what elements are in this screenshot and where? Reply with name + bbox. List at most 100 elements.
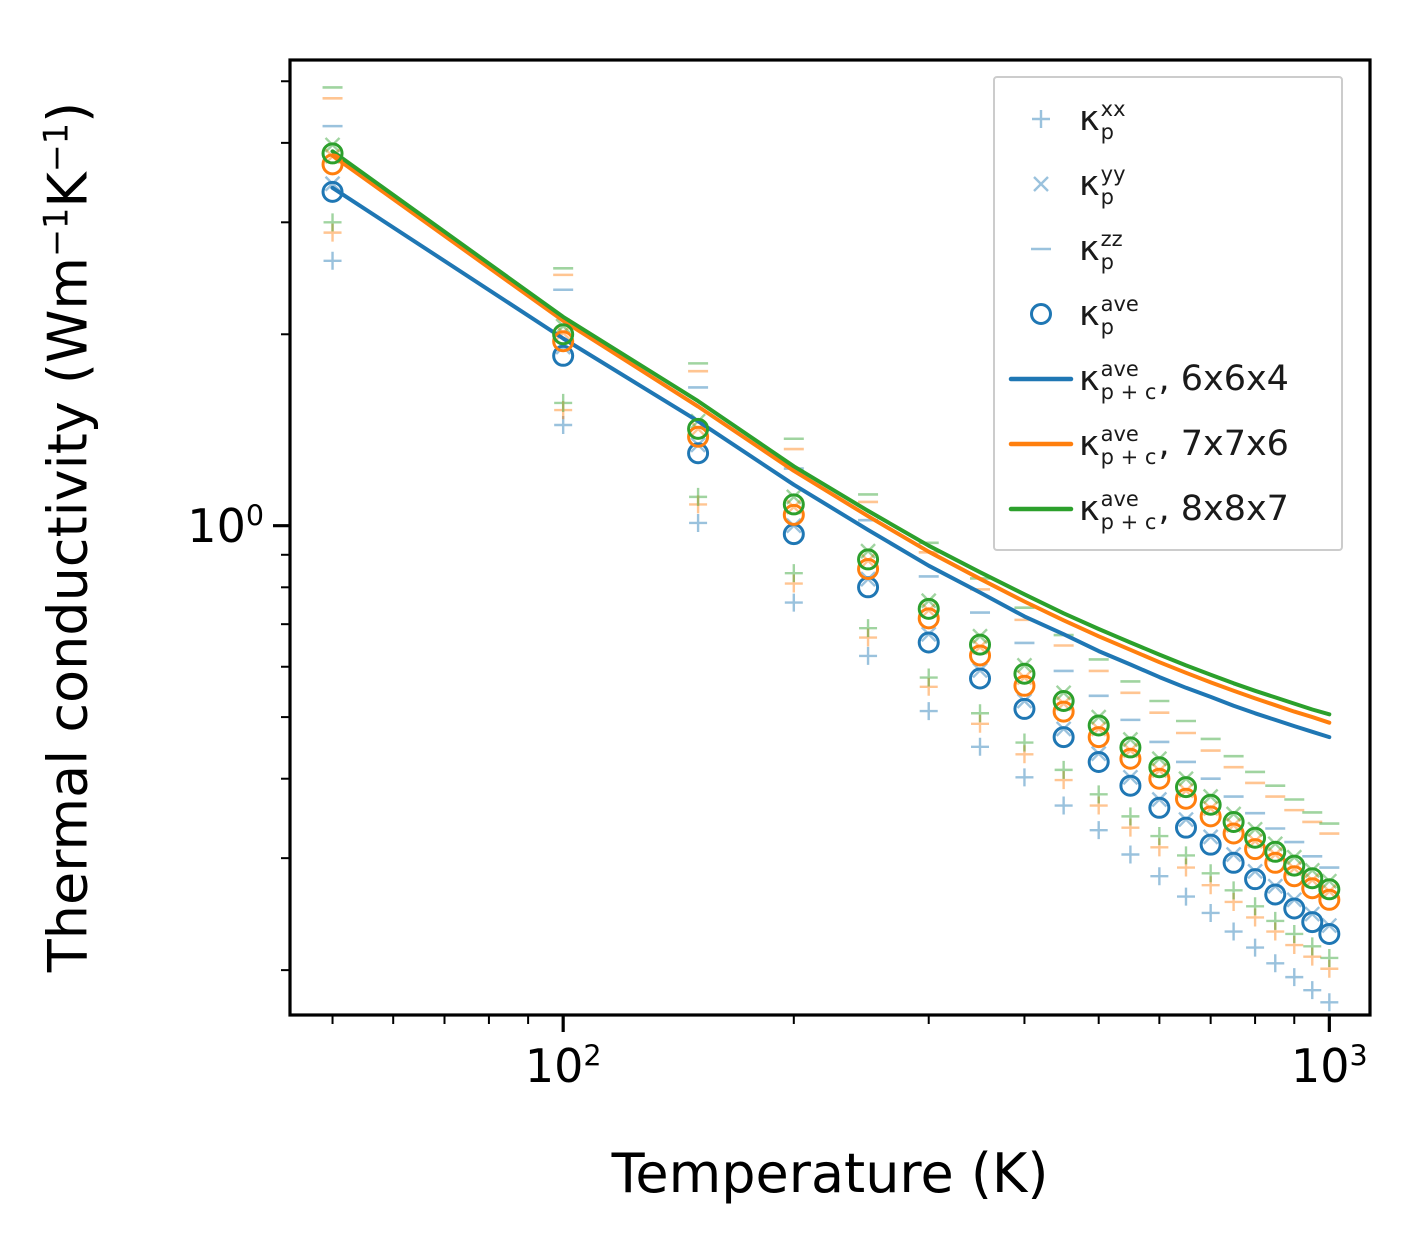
plus-marker (1224, 892, 1243, 911)
plus-marker (1320, 948, 1339, 967)
circle-marker (1244, 868, 1267, 891)
legend-item: κ ave p + c, 8x8x7 (1003, 480, 1333, 537)
plus-marker (1246, 908, 1265, 927)
plus-marker (859, 646, 878, 665)
plus-marker (323, 213, 342, 232)
plus-marker (1176, 887, 1195, 906)
plus-marker (1121, 807, 1140, 826)
plus-marker (859, 628, 878, 647)
x-axis-label: Temperature (K) (611, 1142, 1049, 1205)
plus-marker (1246, 897, 1265, 916)
legend-item: κ yy p (1003, 155, 1333, 212)
circle-marker (1148, 767, 1171, 790)
circle-marker (1013, 662, 1036, 685)
plus-marker (1266, 922, 1285, 941)
legend-label: κ ave p + c, 7x7x6 (1079, 422, 1289, 469)
circle-marker (552, 323, 575, 346)
plus-marker (1089, 785, 1108, 804)
circle-marker (1222, 810, 1245, 833)
plus-marker (971, 714, 990, 733)
plus-marker (784, 564, 803, 583)
circle-marker (1283, 854, 1306, 877)
legend-item: κ xx p (1003, 90, 1333, 147)
circle-marker (782, 503, 805, 526)
axes-spines (288, 58, 1372, 1017)
line-legend-icon (1008, 376, 1074, 381)
circle-marker (1283, 897, 1306, 920)
plus-marker (971, 737, 990, 756)
x-legend-icon (1033, 175, 1049, 192)
circle-marker (1174, 816, 1197, 839)
legend-label: κ ave p + c, 8x8x7 (1079, 487, 1289, 534)
plus-marker (554, 393, 573, 412)
y-axis-label: Thermal conductivity (Wm−1K−1) (36, 101, 100, 973)
circle-marker (1244, 826, 1267, 849)
circle-marker (917, 597, 940, 620)
legend-label: κ ave p + c, 6x6x4 (1079, 357, 1289, 404)
circle-marker (1148, 796, 1171, 819)
circle-marker (1174, 776, 1197, 799)
x-marker (1225, 806, 1242, 822)
plus-marker (1201, 864, 1220, 883)
circle-marker (1119, 747, 1142, 770)
circle-marker (917, 631, 940, 654)
circle-marker (321, 142, 344, 165)
circle-marker (782, 523, 805, 546)
circle-marker (1013, 697, 1036, 720)
circle-marker (1244, 838, 1267, 861)
circle-marker (1052, 700, 1075, 723)
plus-marker (1201, 903, 1220, 922)
plus-marker (1015, 768, 1034, 787)
circle-marker (1052, 726, 1075, 749)
circle-marker (1318, 922, 1341, 945)
plus-marker (859, 619, 878, 638)
circle-marker (1301, 867, 1324, 890)
curve-kappa_p_plus_c_ave_8x8x7 (330, 149, 1332, 717)
plus-marker (784, 593, 803, 612)
x-marker (1247, 863, 1263, 880)
circle-marker (1199, 833, 1222, 856)
circle-marker (857, 557, 880, 580)
plus-marker (1224, 881, 1243, 900)
legend-item: κ ave p (1003, 285, 1333, 342)
legend-label: κ ave p (1079, 292, 1139, 339)
dash-legend-icon (1031, 247, 1051, 250)
circle-marker (1119, 736, 1142, 759)
plus-marker (323, 251, 342, 270)
plus-marker (1285, 936, 1304, 955)
circle-marker (1148, 756, 1171, 779)
plus-marker (1054, 760, 1073, 779)
circle-marker (1013, 674, 1036, 697)
plus-marker (1266, 954, 1285, 973)
plus-marker (1150, 827, 1169, 846)
circle-marker (1222, 851, 1245, 874)
x-marker (1202, 829, 1219, 845)
circle-marker (969, 633, 992, 656)
plus-marker (1320, 993, 1339, 1012)
circle-marker (1119, 774, 1142, 797)
plus-marker (971, 704, 990, 723)
x-marker (1267, 835, 1284, 852)
legend-item: κ ave p + c, 7x7x6 (1003, 415, 1333, 472)
circle-marker (1087, 750, 1110, 773)
plus-marker (1054, 796, 1073, 815)
x-marker (1304, 862, 1321, 879)
legend-item: κ ave p + c, 6x6x4 (1003, 350, 1333, 407)
x-tick-label: 103 (1290, 1039, 1368, 1093)
x-marker (785, 489, 802, 505)
plus-marker (1150, 867, 1169, 886)
plus-marker (1266, 911, 1285, 930)
plus-marker (323, 223, 342, 242)
circle-legend-icon (1030, 302, 1052, 325)
circle-marker (1174, 787, 1197, 810)
circle-marker (782, 493, 805, 516)
circle-marker (1087, 726, 1110, 749)
plus-marker (784, 574, 803, 593)
plus-marker (554, 415, 573, 434)
legend-label: κ xx p (1079, 97, 1126, 144)
plus-marker (1176, 858, 1195, 877)
plus-marker (919, 677, 938, 696)
plus-marker (1285, 968, 1304, 987)
